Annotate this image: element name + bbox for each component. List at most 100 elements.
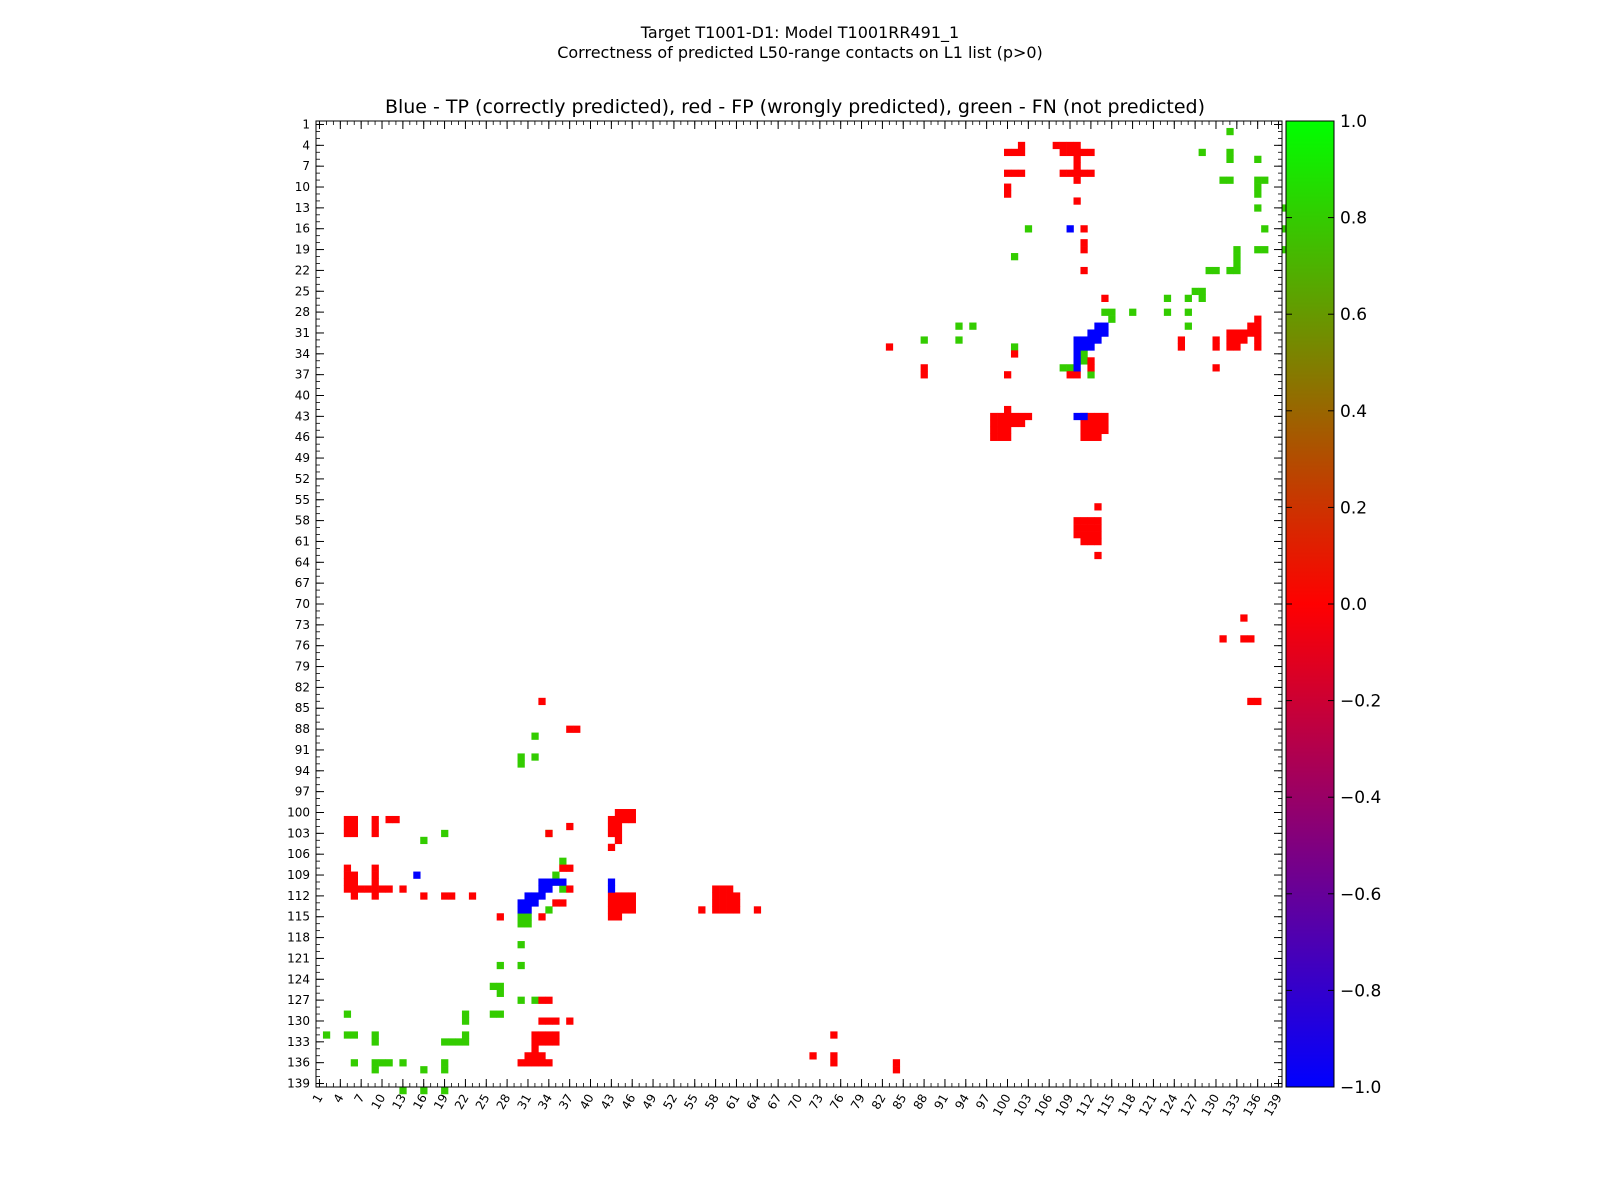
- x-tick-label: 13: [389, 1092, 409, 1112]
- contact-cell-fn: [531, 732, 539, 740]
- y-tick-label: 37: [295, 368, 310, 382]
- contact-cell-fp: [1004, 405, 1012, 414]
- contact-cell-fp: [997, 426, 1005, 435]
- contact-cell-tp: [1087, 329, 1095, 337]
- x-tick-label: 70: [785, 1092, 805, 1112]
- contact-cell-fn: [399, 1087, 407, 1095]
- y-tick-label: 28: [295, 305, 310, 319]
- contact-cell-tp: [531, 899, 539, 907]
- contact-cell-tp: [1073, 350, 1081, 358]
- y-tick-label: 25: [295, 284, 310, 298]
- contact-cell-fn: [559, 885, 567, 893]
- contact-cell-fn: [496, 1010, 504, 1018]
- contact-cell-fp: [343, 822, 352, 831]
- x-tick-label: 34: [535, 1092, 555, 1112]
- colorbar-tick-label: 0.0: [1340, 595, 1367, 615]
- axis-ticks: [316, 121, 1282, 1087]
- contact-cell-fp: [607, 906, 616, 914]
- contact-cell-fp: [621, 892, 630, 900]
- contact-cell-fp: [545, 829, 553, 838]
- contact-cell-fp: [392, 815, 400, 824]
- x-tick-label: 49: [640, 1092, 660, 1112]
- contact-cell-fp: [614, 822, 623, 831]
- contact-cell-fn: [1010, 343, 1019, 351]
- colorbar-tick-label: −0.8: [1340, 981, 1381, 1001]
- y-tick-label: 40: [295, 389, 310, 403]
- contact-cell-tp: [1073, 343, 1081, 351]
- contact-cell-fp: [920, 371, 928, 379]
- contact-cell-fp: [1087, 412, 1095, 421]
- contact-cell-fp: [1073, 531, 1081, 539]
- x-tick-label: 106: [1032, 1092, 1056, 1119]
- contact-cell-fn: [1261, 246, 1269, 254]
- contact-cell-fn: [1226, 176, 1234, 184]
- contact-cell-fn: [1261, 176, 1269, 184]
- contact-cell-fp: [343, 864, 352, 872]
- x-tick-label: 7: [351, 1092, 367, 1106]
- contact-cell-fp: [1240, 635, 1248, 643]
- y-tick-label: 82: [295, 680, 310, 694]
- contact-cell-fn: [517, 913, 525, 921]
- x-tick-label: 28: [494, 1092, 514, 1112]
- contact-cell-fp: [1226, 343, 1234, 351]
- contact-cell-tp: [413, 871, 421, 879]
- contact-cell-fp: [1059, 148, 1067, 157]
- contact-cell-fn: [1059, 364, 1067, 372]
- contact-cell-fp: [1233, 343, 1241, 351]
- contact-cell-fp: [1010, 350, 1019, 358]
- contact-cell-fp: [371, 885, 379, 893]
- y-tick-label: 133: [287, 1035, 310, 1049]
- contact-cell-fp: [1080, 531, 1088, 539]
- contact-cell-fp: [538, 1059, 546, 1067]
- contact-cell-fp: [1094, 412, 1102, 421]
- contact-cell-fp: [607, 822, 616, 831]
- contact-cell-tp: [1094, 322, 1102, 330]
- contact-cell-fp: [552, 1038, 560, 1046]
- contact-cell-fp: [1219, 635, 1227, 643]
- contact-cell-fn: [1212, 266, 1220, 275]
- contact-cell-fp: [566, 822, 574, 831]
- contact-cell-fp: [732, 899, 741, 907]
- contact-cell-fp: [357, 885, 365, 893]
- contact-cell-fp: [1004, 412, 1012, 421]
- contact-cell-fp: [371, 815, 379, 824]
- contact-cell-fp: [350, 892, 358, 900]
- figure-title-line2: Correctness of predicted L50-range conta…: [557, 43, 1043, 62]
- contact-cell-fp: [1080, 419, 1088, 428]
- contact-cell-fn: [1205, 266, 1213, 275]
- colorbar-tick-label: −0.6: [1340, 885, 1381, 905]
- y-tick-label: 88: [295, 722, 310, 736]
- contact-cell-fn: [378, 1059, 386, 1067]
- contact-cell-fn: [1226, 266, 1234, 275]
- contact-cell-fp: [1004, 148, 1012, 157]
- contact-cell-fp: [719, 892, 727, 900]
- contact-cell-fp: [1017, 419, 1026, 428]
- x-tick-label: 88: [911, 1092, 931, 1112]
- contact-cell-fp: [545, 1059, 553, 1067]
- y-axis-tick-labels: 1 4 7 10 13 16 19 22 25 28 31 34 37 40 43 46 49 52 55 58 61 6…: [287, 117, 310, 1090]
- contact-cell-fp: [385, 815, 393, 824]
- contact-cell-tp: [545, 878, 553, 886]
- contact-cell-fp: [628, 892, 636, 900]
- contact-cell-fp: [997, 412, 1005, 421]
- contact-cell-tp: [1094, 329, 1102, 337]
- contact-cell-fp: [343, 871, 352, 879]
- contact-cell-fp: [628, 906, 636, 914]
- contact-cell-fp: [566, 864, 574, 872]
- contact-cell-fp: [1087, 169, 1095, 177]
- contact-cell-fp: [1094, 503, 1102, 511]
- contact-cell-fp: [1004, 190, 1012, 198]
- contact-cell-tp: [545, 885, 553, 893]
- contact-cell-fp: [997, 419, 1005, 428]
- y-tick-label: 136: [287, 1056, 310, 1070]
- contact-cell-fp: [614, 829, 623, 838]
- contact-cell-fp: [809, 1052, 817, 1060]
- contact-cell-fp: [1212, 336, 1220, 344]
- y-tick-label: 103: [287, 826, 310, 840]
- contact-cell-fn: [420, 836, 428, 845]
- x-tick-label: 55: [681, 1092, 701, 1112]
- contact-cell-fn: [461, 1038, 470, 1046]
- contact-cell-fp: [1101, 412, 1109, 421]
- contact-cell-fp: [385, 885, 393, 893]
- contact-cell-fp: [1080, 169, 1088, 177]
